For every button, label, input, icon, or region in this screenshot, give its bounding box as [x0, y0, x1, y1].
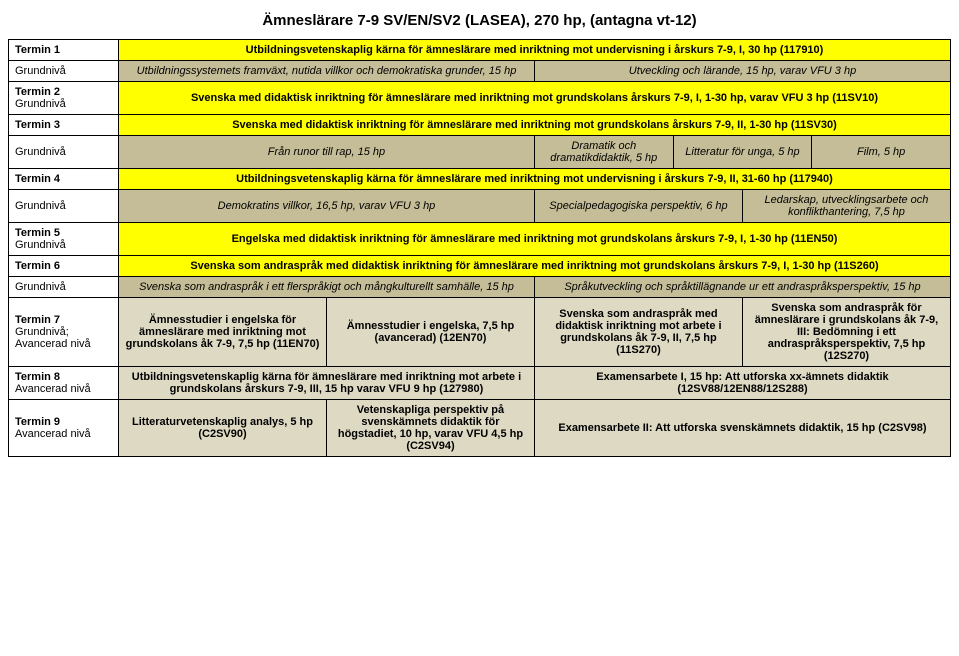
t5-row: Engelska med didaktisk inriktning för äm… [119, 223, 951, 256]
t6-b: Språkutveckling och språktillägnande ur … [534, 277, 950, 298]
t7-label: Termin 7 Grundnivå; Avancerad nivå [9, 298, 119, 367]
t9-label: Termin 9 Avancerad nivå [9, 400, 119, 457]
t8-level-text: Avancerad nivå [15, 383, 112, 395]
t1-label: Termin 1 [9, 40, 119, 61]
t3-level-text: Grundnivå [15, 146, 112, 158]
t3-row1: Svenska med didaktisk inriktning för ämn… [119, 115, 951, 136]
t5-label-text: Termin 5 [15, 227, 60, 239]
t3-c: Litteratur för unga, 5 hp [673, 136, 812, 169]
t2-level-text: Grundnivå [15, 98, 112, 110]
t2-label: Termin 2 Grundnivå [9, 82, 119, 115]
t1-level: Grundnivå [9, 61, 119, 82]
t6-level-text: Grundnivå [15, 281, 112, 293]
t4-row1: Utbildningsvetenskaplig kärna för ämnesl… [119, 169, 951, 190]
t2-row: Svenska med didaktisk inriktning för ämn… [119, 82, 951, 115]
t7-b: Ämnesstudier i engelska, 7,5 hp (avancer… [326, 298, 534, 367]
t6-row1: Svenska som andraspråk med didaktisk inr… [119, 256, 951, 277]
t9-label-text: Termin 9 [15, 416, 60, 428]
t7-label-text: Termin 7 [15, 314, 60, 326]
t9-a: Litteraturvetenskaplig analys, 5 hp (C2S… [119, 400, 327, 457]
t4-c: Ledarskap, utvecklingsarbete och konflik… [742, 190, 950, 223]
t6-level: Grundnivå [9, 277, 119, 298]
t3-a: Från runor till rap, 15 hp [119, 136, 535, 169]
t9-b: Vetenskapliga perspektiv på svenskämnets… [326, 400, 534, 457]
t7-c: Svenska som andraspråk med didaktisk inr… [534, 298, 742, 367]
t7-level-text: Grundnivå; Avancerad nivå [15, 326, 112, 350]
t9-c: Examensarbete II: Att utforska svenskämn… [534, 400, 950, 457]
t6-label: Termin 6 [9, 256, 119, 277]
t1-row2a: Utbildningssystemets framväxt, nutida vi… [119, 61, 535, 82]
t5-level-text: Grundnivå [15, 239, 112, 251]
t8-b: Examensarbete I, 15 hp: Att utforska xx-… [534, 367, 950, 400]
t5-label: Termin 5 Grundnivå [9, 223, 119, 256]
t3-d: Film, 5 hp [812, 136, 951, 169]
t1-row1: Utbildningsvetenskaplig kärna för ämnesl… [119, 40, 951, 61]
schedule-table: Termin 1 Utbildningsvetenskaplig kärna f… [8, 39, 951, 457]
t3-label: Termin 3 [9, 115, 119, 136]
t8-label: Termin 8 Avancerad nivå [9, 367, 119, 400]
t4-b: Specialpedagogiska perspektiv, 6 hp [534, 190, 742, 223]
t7-a: Ämnesstudier i engelska för ämneslärare … [119, 298, 327, 367]
t2-label-text: Termin 2 [15, 86, 60, 98]
t8-a: Utbildningsvetenskaplig kärna för ämnesl… [119, 367, 535, 400]
t4-level-text: Grundnivå [15, 200, 112, 212]
t4-a: Demokratins villkor, 16,5 hp, varav VFU … [119, 190, 535, 223]
t4-label: Termin 4 [9, 169, 119, 190]
t9-level-text: Avancerad nivå [15, 428, 112, 440]
t3-level: Grundnivå [9, 136, 119, 169]
t6-a: Svenska som andraspråk i ett flerspråkig… [119, 277, 535, 298]
t4-level: Grundnivå [9, 190, 119, 223]
page-title: Ämneslärare 7-9 SV/EN/SV2 (LASEA), 270 h… [8, 12, 951, 29]
t7-d: Svenska som andraspråk för ämneslärare i… [742, 298, 950, 367]
t1-row2b: Utveckling och lärande, 15 hp, varav VFU… [534, 61, 950, 82]
t3-b: Dramatik och dramatikdidaktik, 5 hp [534, 136, 673, 169]
t1-level-text: Grundnivå [15, 65, 112, 77]
t8-label-text: Termin 8 [15, 371, 60, 383]
